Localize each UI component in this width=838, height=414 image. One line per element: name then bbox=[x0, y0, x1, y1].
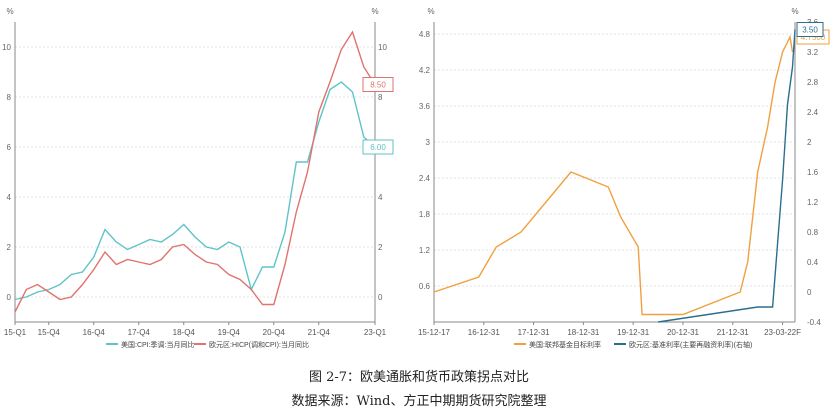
y-tick-label-right: 4 bbox=[378, 193, 383, 202]
y-tick-label-right: 0.8 bbox=[807, 228, 819, 237]
x-tick-label: 15-12-17 bbox=[418, 328, 451, 337]
series-line-0 bbox=[14, 81, 376, 301]
x-tick-label: 19-12-31 bbox=[617, 328, 650, 337]
chart-policy-rate-comparison: 0.6 1.2 1.8 2.4 3 3.6 4.2 4.8 -0.4 0 0.4 0.8 1.2 1.6 2… bbox=[418, 7, 830, 349]
x-tick-label: 23-Q1 bbox=[364, 328, 387, 337]
x-tick-label: 16-Q4 bbox=[83, 328, 106, 337]
x-tick-label: 18-Q4 bbox=[173, 328, 196, 337]
legend-label-0: 美国:联邦基金目标利率 bbox=[529, 340, 601, 349]
y-tick-label-left: 8 bbox=[7, 93, 12, 102]
x-tick-label: 16-12-31 bbox=[468, 328, 501, 337]
legend-label-1: 欧元区:HICP(调和CPI):当月同比 bbox=[209, 340, 309, 349]
end-label-1: 8.50 bbox=[370, 81, 386, 90]
y-tick-label-right: 0 bbox=[378, 293, 383, 302]
unit-left: % bbox=[427, 7, 434, 16]
y-tick-label-left: 2.4 bbox=[419, 174, 431, 183]
unit-right: % bbox=[371, 7, 378, 16]
figure-source: 数据来源：Wind、方正中期期货研究院整理 bbox=[291, 394, 547, 409]
y-tick-label-right: 10 bbox=[378, 43, 387, 52]
x-tick-label: 21-Q4 bbox=[308, 328, 331, 337]
figure-caption: 图 2-7：欧美通胀和货币政策拐点对比 bbox=[308, 370, 530, 385]
x-tick-label: 17-Q4 bbox=[128, 328, 151, 337]
y-tick-label-right: 0.4 bbox=[807, 258, 819, 267]
x-tick-label: 18-12-31 bbox=[567, 328, 600, 337]
legend-label-1: 欧元区:基准利率(主要再融资利率)(右轴) bbox=[629, 340, 752, 349]
y-tick-label-right: 2 bbox=[378, 243, 383, 252]
y-tick-label-left: 1.2 bbox=[419, 246, 431, 255]
y-tick-label-right: 2.4 bbox=[807, 108, 819, 117]
y-tick-label-left: 4.2 bbox=[419, 66, 431, 75]
unit-left: % bbox=[6, 7, 13, 16]
x-tick-label: 19-Q4 bbox=[218, 328, 241, 337]
x-tick-label: 15-Q4 bbox=[38, 328, 61, 337]
y-tick-label-left: 3.6 bbox=[419, 102, 431, 111]
x-tick-label: 17-12-31 bbox=[518, 328, 551, 337]
y-tick-label-left: 2 bbox=[7, 243, 12, 252]
y-tick-label-right: 0 bbox=[807, 288, 812, 297]
series-line-1 bbox=[657, 29, 796, 323]
y-tick-label-left: 10 bbox=[2, 43, 11, 52]
x-tick-label: 20-Q4 bbox=[263, 328, 286, 337]
y-tick-label-right: 1.6 bbox=[807, 168, 819, 177]
y-tick-label-right: 8 bbox=[378, 93, 383, 102]
y-tick-label-left: 1.8 bbox=[419, 210, 431, 219]
y-tick-label-left: 4 bbox=[7, 193, 12, 202]
x-tick-label: 21-12-31 bbox=[717, 328, 750, 337]
chart-cpi-comparison: 00224466881010%%15-Q115-Q416-Q417-Q418-Q… bbox=[2, 7, 394, 349]
y-tick-label-left: 0.6 bbox=[419, 282, 431, 291]
x-tick-label: 20-12-31 bbox=[667, 328, 700, 337]
end-label-box-1 bbox=[362, 77, 394, 92]
series-line-0 bbox=[433, 34, 794, 316]
end-label-box-1 bbox=[796, 22, 824, 37]
y-tick-label-right: -0.4 bbox=[807, 318, 821, 327]
x-tick-label: 23-03-22F bbox=[764, 328, 801, 337]
series-line-1 bbox=[14, 30, 376, 313]
end-label-0: 6.00 bbox=[370, 143, 386, 152]
y-tick-label-right: 1.2 bbox=[807, 198, 819, 207]
y-tick-label-left: 6 bbox=[7, 143, 12, 152]
unit-right: % bbox=[791, 7, 798, 16]
end-label-1: 3.50 bbox=[802, 26, 818, 35]
y-tick-label-right: 3.2 bbox=[807, 48, 819, 57]
y-tick-label-left: 0 bbox=[7, 293, 12, 302]
x-tick-label: 15-Q1 bbox=[4, 328, 27, 337]
end-label-0: 4.7500 bbox=[801, 33, 826, 42]
y-tick-label-right: 2.8 bbox=[807, 78, 819, 87]
y-tick-label-left: 4.8 bbox=[419, 30, 431, 39]
y-tick-label-left: 3 bbox=[426, 138, 431, 147]
y-tick-label-right: 2 bbox=[807, 138, 812, 147]
legend-label-0: 美国:CPI:季调:当月同比 bbox=[121, 340, 195, 349]
end-label-box-0 bbox=[362, 139, 394, 155]
